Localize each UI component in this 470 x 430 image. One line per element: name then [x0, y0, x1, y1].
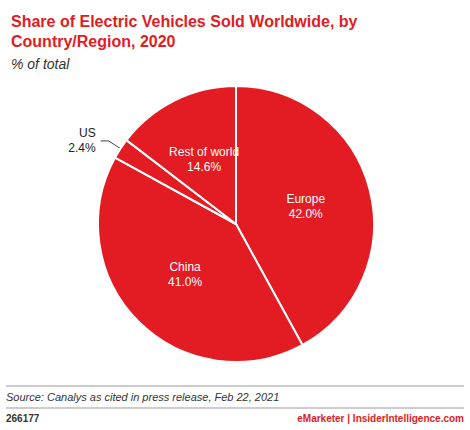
svg-text:Country/Region, 2020: Country/Region, 2020	[11, 33, 176, 50]
svg-text:266177: 266177	[6, 413, 40, 424]
svg-text:Source: Canalys as cited in pr: Source: Canalys as cited in press releas…	[6, 391, 279, 403]
svg-text:2.4%: 2.4%	[68, 141, 96, 155]
svg-text:US: US	[79, 126, 96, 140]
svg-text:Europe: Europe	[286, 192, 325, 206]
svg-text:Share of Electric Vehicles Sol: Share of Electric Vehicles Sold Worldwid…	[11, 13, 362, 30]
svg-text:China: China	[169, 260, 201, 274]
svg-text:41.0%: 41.0%	[168, 275, 202, 289]
svg-text:eMarketer | InsiderIntelligenc: eMarketer | InsiderIntelligence.com	[297, 413, 464, 424]
svg-text:Rest of world: Rest of world	[169, 145, 239, 159]
svg-text:42.0%: 42.0%	[289, 207, 323, 221]
svg-text:14.6%: 14.6%	[187, 160, 221, 174]
svg-text:% of total: % of total	[11, 56, 70, 72]
